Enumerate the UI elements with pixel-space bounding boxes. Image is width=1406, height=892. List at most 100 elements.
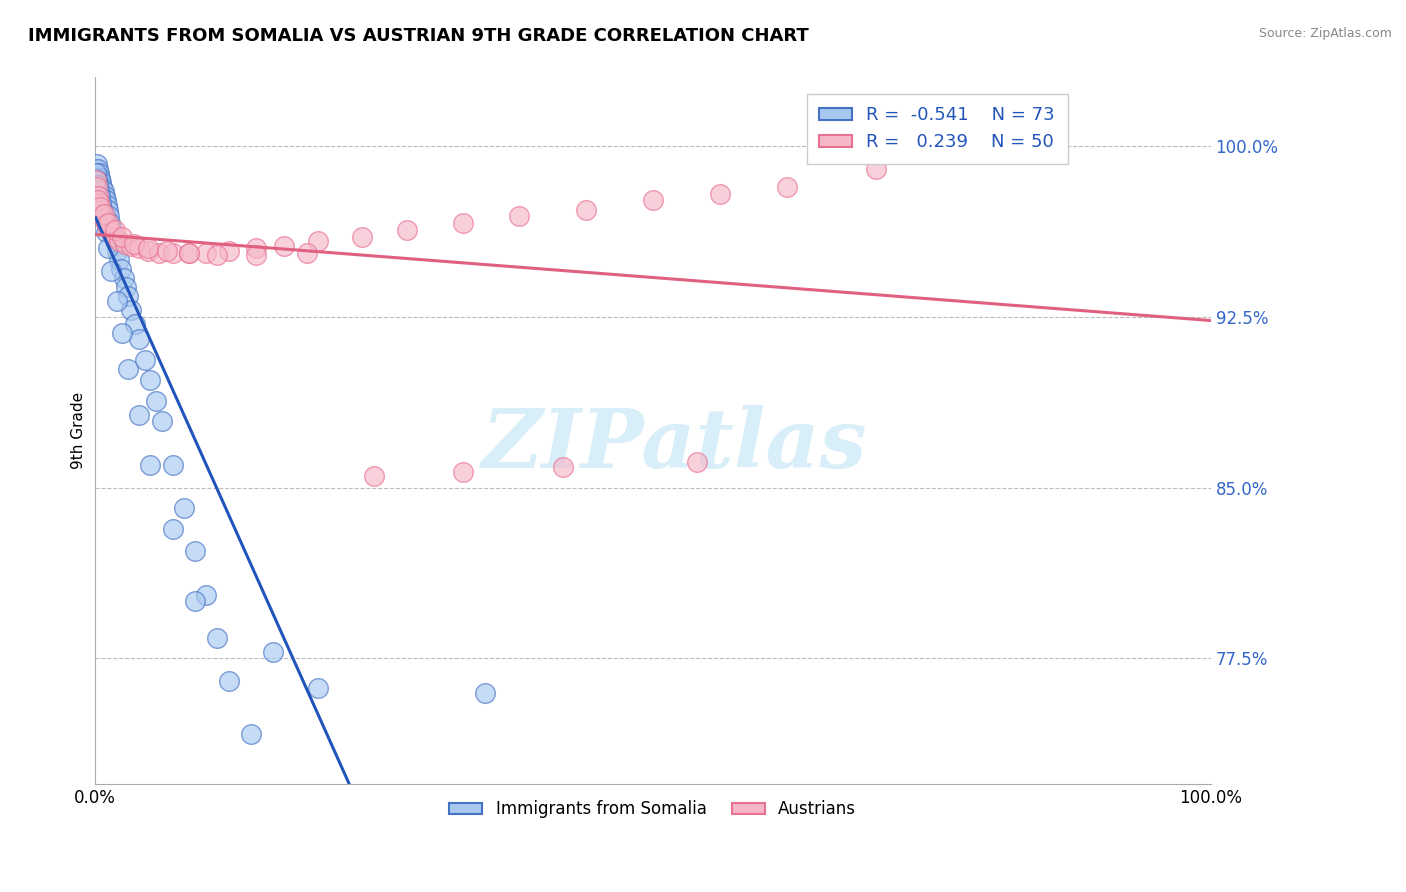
Point — [139, 458, 162, 472]
Point — [641, 194, 664, 208]
Point — [218, 244, 240, 258]
Point — [105, 293, 128, 308]
Point — [87, 166, 110, 180]
Point — [93, 207, 115, 221]
Point — [184, 544, 207, 558]
Point — [139, 374, 162, 388]
Point — [173, 501, 195, 516]
Point — [114, 280, 136, 294]
Point — [89, 194, 111, 208]
Point — [136, 244, 159, 258]
Point — [87, 178, 110, 192]
Point — [87, 189, 110, 203]
Point — [120, 302, 142, 317]
Point — [87, 170, 110, 185]
Point — [120, 239, 142, 253]
Y-axis label: 9th Grade: 9th Grade — [72, 392, 86, 469]
Point — [108, 235, 131, 249]
Point — [90, 175, 112, 189]
Point — [93, 211, 115, 226]
Point — [97, 241, 120, 255]
Point — [307, 235, 329, 249]
Point — [156, 244, 179, 258]
Point — [100, 264, 122, 278]
Point — [111, 230, 134, 244]
Point — [84, 166, 107, 180]
Point — [104, 223, 127, 237]
Point — [553, 460, 575, 475]
Point — [110, 261, 132, 276]
Point — [128, 333, 150, 347]
Point — [111, 326, 134, 340]
Point — [686, 455, 709, 469]
Point — [195, 245, 218, 260]
Point — [100, 220, 122, 235]
Point — [104, 230, 127, 244]
Point — [93, 211, 115, 226]
Point — [145, 394, 167, 409]
Point — [93, 185, 115, 199]
Point — [93, 202, 115, 217]
Point — [89, 200, 111, 214]
Point — [87, 185, 110, 199]
Point — [105, 244, 128, 258]
Point — [89, 189, 111, 203]
Point — [775, 179, 797, 194]
Point — [97, 220, 120, 235]
Point — [273, 239, 295, 253]
Point — [100, 226, 122, 240]
Point — [262, 644, 284, 658]
Point — [90, 195, 112, 210]
Point — [128, 408, 150, 422]
Text: Source: ZipAtlas.com: Source: ZipAtlas.com — [1258, 27, 1392, 40]
Point — [148, 245, 170, 260]
Point — [162, 458, 184, 472]
Point — [207, 631, 229, 645]
Point — [91, 195, 114, 210]
Point — [103, 230, 125, 244]
Point — [86, 157, 108, 171]
Point — [709, 186, 731, 201]
Point — [87, 185, 110, 199]
Point — [90, 189, 112, 203]
Point — [89, 179, 111, 194]
Point — [396, 223, 419, 237]
Point — [104, 235, 127, 249]
Point — [179, 245, 201, 260]
Point — [195, 588, 218, 602]
Point — [93, 207, 115, 221]
Point — [352, 230, 374, 244]
Point — [90, 207, 112, 221]
Point — [114, 236, 136, 251]
Point — [112, 271, 135, 285]
Point — [124, 317, 146, 331]
Point — [179, 245, 201, 260]
Point — [245, 241, 267, 255]
Point — [184, 594, 207, 608]
Point — [136, 241, 159, 255]
Point — [865, 161, 887, 176]
Point — [108, 252, 131, 267]
Point — [87, 189, 110, 203]
Point — [87, 194, 110, 208]
Point — [94, 194, 117, 208]
Point — [150, 415, 173, 429]
Point — [96, 198, 118, 212]
Point — [98, 210, 121, 224]
Point — [207, 248, 229, 262]
Point — [87, 161, 110, 176]
Legend: Immigrants from Somalia, Austrians: Immigrants from Somalia, Austrians — [443, 794, 863, 825]
Point — [98, 216, 121, 230]
Point — [474, 685, 496, 699]
Point — [84, 161, 107, 176]
Text: IMMIGRANTS FROM SOMALIA VS AUSTRIAN 9TH GRADE CORRELATION CHART: IMMIGRANTS FROM SOMALIA VS AUSTRIAN 9TH … — [28, 27, 808, 45]
Point — [86, 173, 108, 187]
Point — [122, 236, 145, 251]
Point — [89, 170, 111, 185]
Point — [93, 189, 115, 203]
Point — [239, 726, 262, 740]
Point — [91, 202, 114, 217]
Point — [451, 216, 474, 230]
Point — [101, 226, 124, 240]
Point — [162, 522, 184, 536]
